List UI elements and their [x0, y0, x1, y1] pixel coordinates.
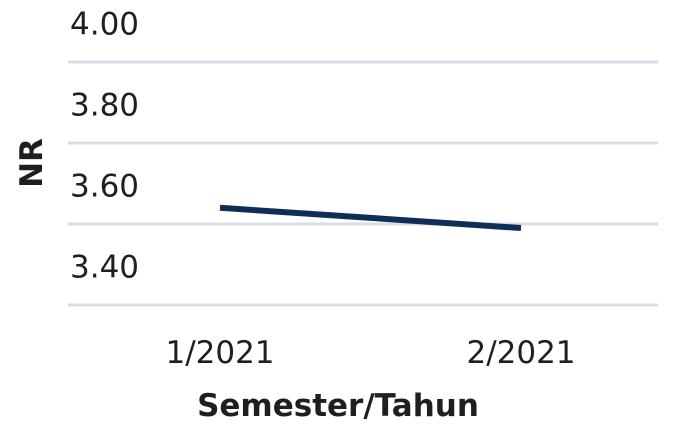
x-tick-label: 1/2021	[165, 335, 274, 371]
y-tick-label: 3.40	[70, 250, 139, 286]
y-axis-title: NR	[14, 138, 50, 188]
series-line-0	[219, 204, 522, 231]
gridlines	[68, 60, 658, 307]
x-axis-title: Semester/Tahun	[197, 388, 479, 424]
x-tick-label: 2/2021	[466, 335, 575, 371]
x-tick-labels: 1/2021 2/2021	[165, 335, 575, 371]
y-tick-label: 4.00	[70, 7, 139, 43]
series-group	[219, 204, 522, 231]
y-tick-labels: 3.40 3.60 3.80 4.00	[70, 7, 139, 286]
y-tick-label: 3.80	[70, 88, 139, 124]
y-tick-label: 3.60	[70, 169, 139, 205]
